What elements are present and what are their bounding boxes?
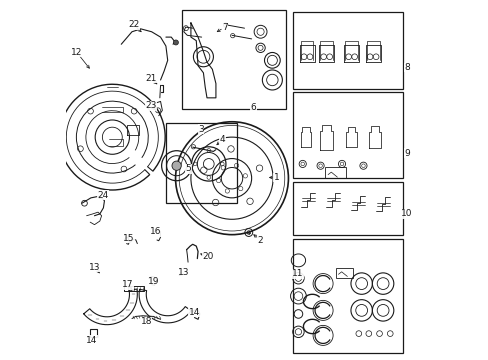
Text: 16: 16	[150, 227, 162, 236]
Bar	[292, 182, 403, 235]
Text: 22: 22	[128, 20, 139, 29]
Text: 6: 6	[250, 103, 256, 112]
Text: 14: 14	[86, 336, 97, 345]
Bar	[292, 239, 403, 353]
Text: 7: 7	[222, 23, 227, 32]
Bar	[335, 268, 353, 278]
Text: 13: 13	[178, 268, 189, 277]
Text: 18: 18	[140, 317, 152, 326]
Text: 8: 8	[404, 63, 409, 72]
Bar	[292, 12, 403, 89]
Bar	[90, 329, 97, 337]
Bar	[182, 10, 285, 109]
Text: 3: 3	[198, 125, 203, 134]
Text: 15: 15	[122, 234, 134, 243]
Text: 5: 5	[185, 164, 191, 173]
Text: 19: 19	[147, 276, 159, 285]
Circle shape	[172, 161, 181, 170]
Text: 11: 11	[291, 269, 303, 278]
Text: 24: 24	[98, 190, 109, 199]
Text: 14: 14	[188, 308, 200, 317]
Text: 17: 17	[122, 280, 133, 289]
Text: 20: 20	[202, 252, 213, 261]
Text: 1: 1	[273, 173, 279, 182]
Text: 10: 10	[401, 210, 412, 219]
Bar	[324, 167, 345, 178]
Bar	[165, 123, 237, 203]
Bar	[123, 286, 144, 291]
Text: 13: 13	[89, 263, 101, 272]
Bar	[292, 93, 403, 178]
Text: 23: 23	[145, 101, 156, 110]
Text: 2: 2	[257, 235, 263, 244]
Text: 4: 4	[219, 135, 224, 144]
Text: 12: 12	[71, 48, 82, 57]
Text: 9: 9	[404, 149, 409, 158]
Circle shape	[173, 40, 178, 45]
Text: 21: 21	[145, 74, 156, 83]
